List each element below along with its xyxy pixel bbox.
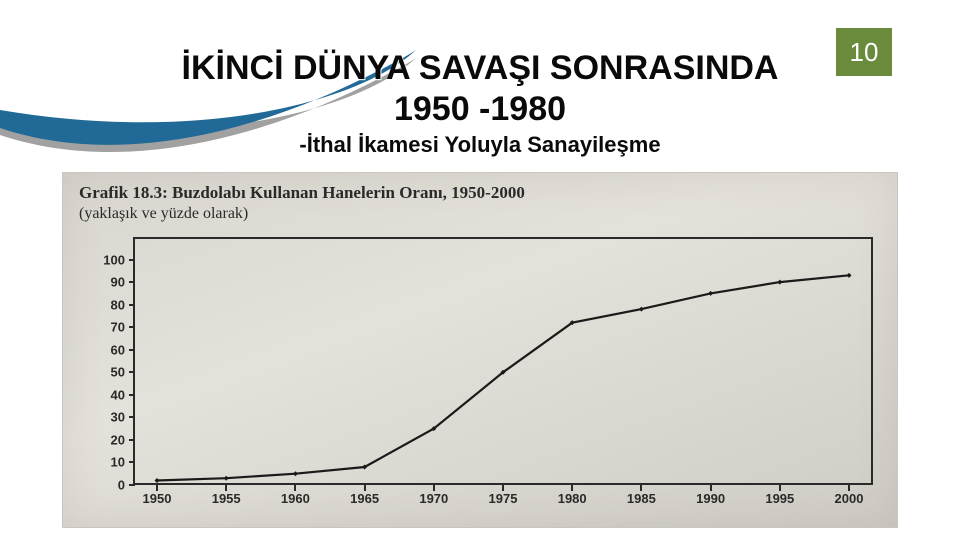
y-tick-label: 90 — [85, 275, 125, 290]
y-tick-label: 70 — [85, 320, 125, 335]
y-tick-mark — [129, 281, 135, 283]
y-tick-label: 80 — [85, 297, 125, 312]
chart-caption-line2: (yaklaşık ve yüzde olarak) — [79, 205, 248, 223]
y-tick-mark — [129, 439, 135, 441]
y-tick-mark — [129, 394, 135, 396]
title-line1: İKİNCİ DÜNYA SAVAŞI SONRASINDA — [0, 48, 960, 89]
y-tick-mark — [129, 484, 135, 486]
x-tick-mark — [225, 485, 227, 491]
x-tick-label: 1970 — [419, 491, 448, 506]
y-tick-label: 30 — [85, 410, 125, 425]
x-tick-mark — [710, 485, 712, 491]
y-tick-mark — [129, 461, 135, 463]
y-tick-mark — [129, 259, 135, 261]
slide: 10 İKİNCİ DÜNYA SAVAŞI SONRASINDA 1950 -… — [0, 0, 960, 540]
x-tick-mark — [364, 485, 366, 491]
x-tick-mark — [433, 485, 435, 491]
title-line2: 1950 -1980 — [0, 89, 960, 130]
x-tick-label: 1975 — [489, 491, 518, 506]
data-marker — [155, 478, 160, 483]
data-marker — [847, 273, 852, 278]
y-tick-label: 10 — [85, 455, 125, 470]
x-tick-label: 1980 — [558, 491, 587, 506]
x-tick-mark — [294, 485, 296, 491]
y-tick-mark — [129, 349, 135, 351]
y-tick-label: 50 — [85, 365, 125, 380]
title-block: İKİNCİ DÜNYA SAVAŞI SONRASINDA 1950 -198… — [0, 48, 960, 158]
y-tick-mark — [129, 416, 135, 418]
x-tick-mark — [502, 485, 504, 491]
x-tick-label: 1960 — [281, 491, 310, 506]
y-tick-mark — [129, 371, 135, 373]
data-marker — [777, 280, 782, 285]
y-tick-label: 40 — [85, 387, 125, 402]
x-tick-mark — [571, 485, 573, 491]
y-tick-mark — [129, 304, 135, 306]
subtitle: -İthal İkamesi Yoluyla Sanayileşme — [0, 132, 960, 158]
x-tick-mark — [156, 485, 158, 491]
x-tick-mark — [779, 485, 781, 491]
data-marker — [293, 471, 298, 476]
x-tick-mark — [848, 485, 850, 491]
x-tick-label: 1990 — [696, 491, 725, 506]
y-tick-label: 20 — [85, 432, 125, 447]
y-tick-mark — [129, 326, 135, 328]
x-tick-label: 1985 — [627, 491, 656, 506]
y-tick-label: 0 — [85, 478, 125, 493]
data-marker — [224, 476, 229, 481]
x-tick-mark — [640, 485, 642, 491]
y-tick-label: 100 — [85, 252, 125, 267]
line-chart-svg — [133, 237, 873, 485]
x-tick-label: 2000 — [835, 491, 864, 506]
x-tick-label: 1950 — [143, 491, 172, 506]
chart-panel: Grafik 18.3: Buzdolabı Kullanan Haneleri… — [62, 172, 898, 528]
x-tick-label: 1955 — [212, 491, 241, 506]
data-marker — [708, 291, 713, 296]
chart-caption-line1: Grafik 18.3: Buzdolabı Kullanan Haneleri… — [79, 183, 525, 203]
y-tick-label: 60 — [85, 342, 125, 357]
x-tick-label: 1995 — [765, 491, 794, 506]
x-tick-label: 1965 — [350, 491, 379, 506]
data-marker — [639, 307, 644, 312]
